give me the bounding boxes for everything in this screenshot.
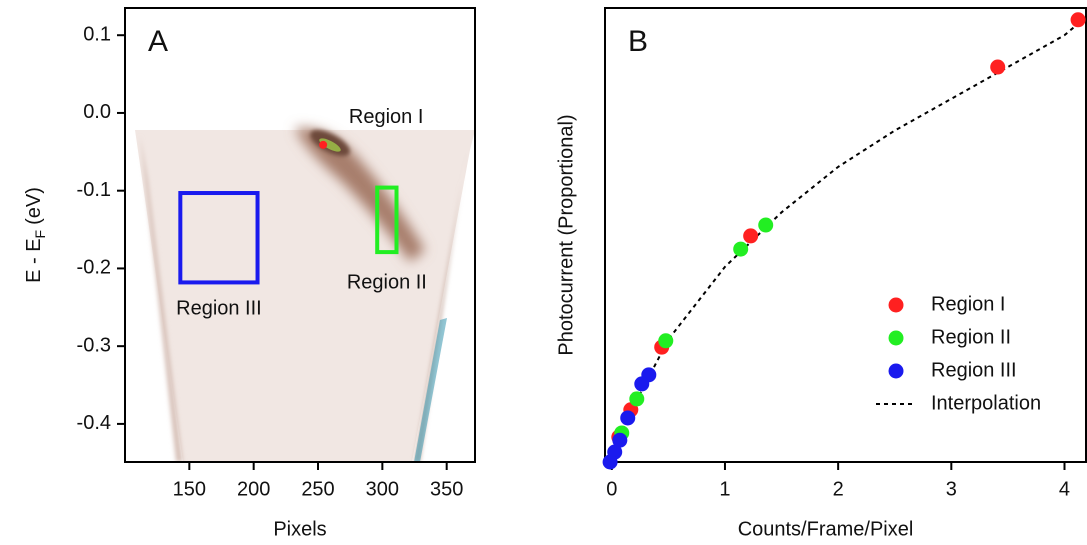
data-point [629,391,645,407]
plot-frame [124,7,476,463]
region-box [178,191,260,285]
legend-label: Region III [931,359,1017,381]
x-tick-label: 200 [237,478,270,500]
x-tick-label: 250 [301,478,334,500]
y-tick-label: -0.4 [77,412,111,434]
legend-label: Region I [931,293,1006,315]
plot-frame [604,7,1087,463]
data-point [743,228,759,244]
data-point [620,410,636,426]
data-point [990,59,1006,75]
y-axis-label-unit: (eV) [23,187,45,225]
region-label: Region II [347,271,427,293]
y-axis-label: Photocurrent (Proportional) [555,114,577,355]
y-axis-label-main: E - E [23,238,45,282]
y-axis-label: E - EF (eV) [23,187,47,283]
x-tick-label: 0 [606,478,617,500]
fan-edge [140,135,183,462]
data-point [658,333,674,349]
region-point [319,140,328,149]
y-tick-label: -0.3 [77,334,111,356]
legend-marker [888,363,904,379]
y-tick-label: -0.2 [77,257,111,279]
panel-label: B [628,25,648,58]
data-point [758,217,774,233]
x-axis-label: Pixels [273,518,326,540]
detector-edge [414,318,447,462]
data-point [612,432,628,448]
legend-label: Interpolation [931,392,1041,414]
x-tick-label: 1 [719,478,730,500]
data-point [602,454,618,470]
panel-label: A [148,25,168,58]
data-point [634,376,650,392]
region-box [375,185,399,255]
x-tick-label: 3 [946,478,957,500]
x-tick-label: 2 [833,478,844,500]
region-label: Region I [349,106,424,128]
data-point [733,241,749,257]
legend-label: Region II [931,326,1011,348]
region-label: Region III [176,298,262,320]
x-tick-label: 350 [430,478,463,500]
x-tick-label: 4 [1059,478,1070,500]
y-axis-label-subscript: F [32,230,48,239]
y-tick-label: 0.0 [83,101,111,123]
y-tick-label: -0.1 [77,179,111,201]
legend-marker [888,297,904,313]
y-tick-label: 0.1 [83,23,111,45]
legend-marker [888,330,904,346]
x-axis-label: Counts/Frame/Pixel [738,518,914,540]
x-tick-label: 150 [173,478,206,500]
x-tick-label: 300 [366,478,399,500]
band-feature [295,127,425,263]
data-point [1070,12,1086,28]
